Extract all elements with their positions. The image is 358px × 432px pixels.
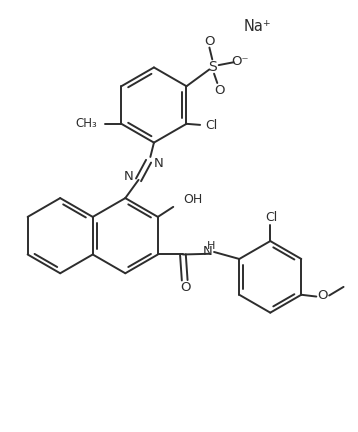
- Text: Na⁺: Na⁺: [244, 19, 272, 34]
- Text: S: S: [208, 60, 217, 73]
- Text: N: N: [124, 171, 134, 184]
- Text: O: O: [214, 84, 225, 97]
- Text: Cl: Cl: [265, 211, 277, 224]
- Text: H: H: [207, 241, 216, 251]
- Text: OH: OH: [183, 193, 202, 206]
- Text: O: O: [204, 35, 215, 48]
- Text: O⁻: O⁻: [231, 55, 248, 68]
- Text: O: O: [180, 281, 191, 294]
- Text: N: N: [154, 156, 164, 169]
- Text: N: N: [203, 245, 213, 258]
- Text: O: O: [318, 289, 328, 302]
- Text: Cl: Cl: [205, 119, 218, 132]
- Text: CH₃: CH₃: [76, 118, 97, 130]
